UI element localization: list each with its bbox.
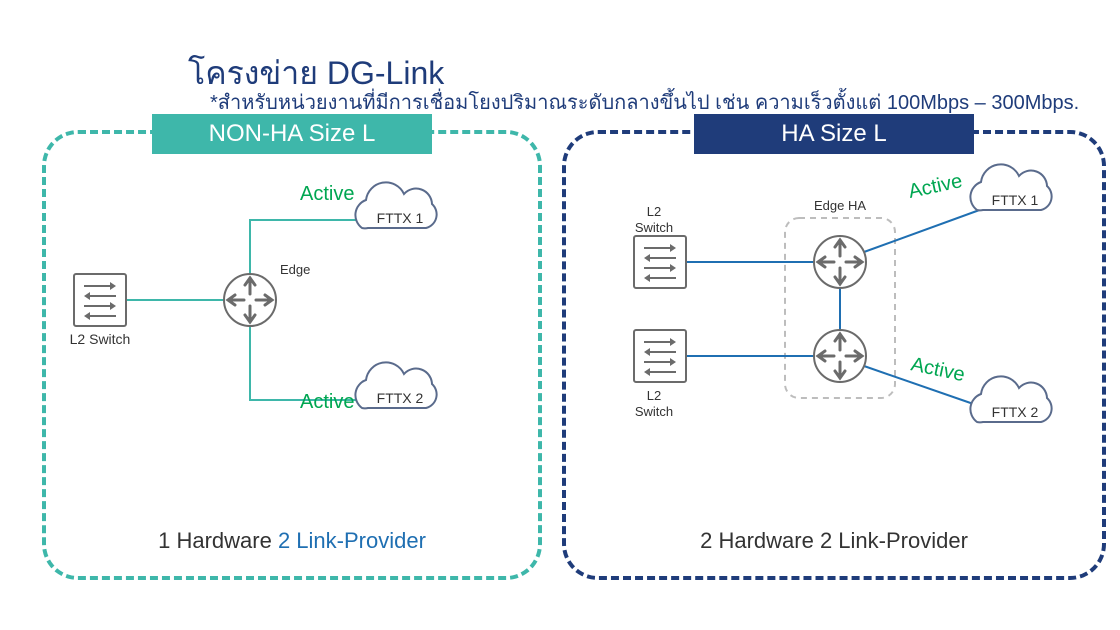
edge-label: Edge xyxy=(280,262,310,277)
switch-icon xyxy=(74,274,126,326)
l2-switch-label: L2 Switch xyxy=(70,331,131,347)
diagram-ha: Edge HA L2Switch L2Switch FTTX 1 FTTX 2 Activ… xyxy=(634,164,1052,422)
router-icon xyxy=(224,274,276,326)
router-icon xyxy=(814,330,866,382)
edge-ha-label: Edge HA xyxy=(814,198,866,213)
active-label-2: Active xyxy=(909,353,967,386)
fttx2-label: FTTX 2 xyxy=(992,404,1039,420)
active-label-2: Active xyxy=(300,391,354,413)
fttx1-label: FTTX 1 xyxy=(992,192,1039,208)
link-ea-fttx1 xyxy=(864,208,985,252)
router-icon xyxy=(814,236,866,288)
diagram-canvas: L2 Switch Edge FTTX 1 FTTX 2 Active Active Ed… xyxy=(0,0,1120,630)
switch-icon xyxy=(634,330,686,382)
active-label-1: Active xyxy=(906,170,964,203)
switch-icon xyxy=(634,236,686,288)
l2b-label: L2Switch xyxy=(635,388,673,419)
fttx2-label: FTTX 2 xyxy=(377,390,424,406)
diagram-non-ha: L2 Switch Edge FTTX 1 FTTX 2 Active Active xyxy=(70,182,437,413)
fttx1-label: FTTX 1 xyxy=(377,210,424,226)
link-edge-fttx2 xyxy=(250,326,360,400)
l2a-label: L2Switch xyxy=(635,204,673,235)
active-label-1: Active xyxy=(300,183,354,205)
